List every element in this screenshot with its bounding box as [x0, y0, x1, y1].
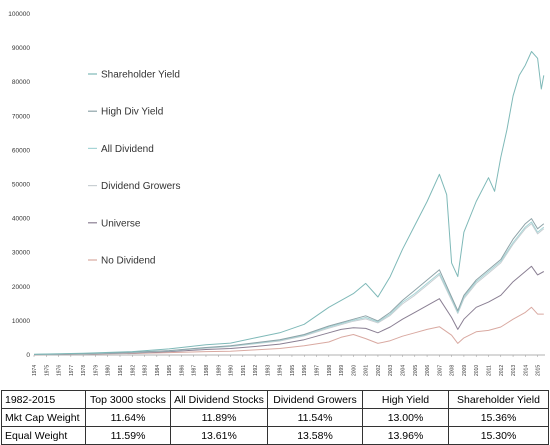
- table-header-period: 1982-2015: [1, 390, 86, 409]
- table-row: Mkt Cap Weight 11.64% 11.89% 11.54% 13.0…: [1, 408, 549, 427]
- legend-label-high-div-yield: High Div Yield: [101, 107, 163, 118]
- table-cell: 11.64%: [85, 408, 171, 427]
- y-tick-label: 10000: [12, 318, 30, 325]
- table-header-dividend-growers: Dividend Growers: [267, 390, 363, 409]
- x-tick-label: 2002: [376, 365, 382, 376]
- table-cell: 11.54%: [267, 408, 363, 427]
- x-tick-label: 1999: [339, 365, 345, 376]
- table-cell: 13.00%: [362, 408, 449, 427]
- row-label: Mkt Cap Weight: [1, 408, 86, 427]
- x-tick-label: 1990: [229, 365, 235, 376]
- table-cell: 13.61%: [170, 426, 268, 445]
- y-tick-label: 80000: [12, 79, 30, 86]
- series-line-universe: [33, 265, 545, 356]
- x-tick-label: 2012: [499, 365, 505, 376]
- line-chart: 0 10000 20000 30000 40000 50000 60000 70000 8000…: [8, 11, 545, 376]
- y-tick-label: 90000: [12, 45, 30, 52]
- x-tick-label: 2004: [401, 365, 407, 376]
- x-tick-label: 2009: [462, 365, 468, 376]
- x-tick-label: 1987: [192, 365, 198, 376]
- x-tick-label: 2010: [474, 365, 480, 376]
- x-tick-label: 1994: [278, 365, 284, 376]
- y-tick-label: 50000: [12, 182, 30, 189]
- table-cell: 15.36%: [448, 408, 549, 427]
- table-row: Equal Weight 11.59% 13.61% 13.58% 13.96%…: [1, 426, 549, 445]
- x-tick-label: 2011: [486, 365, 492, 376]
- x-tick-label: 2003: [388, 365, 394, 376]
- legend-label-no-dividend: No Dividend: [101, 256, 155, 267]
- returns-table: 1982-2015 Top 3000 stocks All Dividend S…: [1, 390, 549, 445]
- x-tick-label: 1996: [302, 365, 308, 376]
- legend-label-dividend-growers: Dividend Growers: [101, 181, 180, 192]
- legend: Shareholder Yield High Div Yield All Divid…: [88, 70, 180, 267]
- series-line-no-dividend: [33, 306, 544, 356]
- x-tick-label: 1978: [81, 365, 87, 376]
- x-tick-label: 1979: [93, 365, 99, 376]
- series-line-all-dividend: [33, 221, 545, 355]
- table-header-shareholder-yield: Shareholder Yield: [448, 390, 549, 409]
- x-tick-label: 1998: [327, 365, 333, 376]
- table-cell: 13.58%: [267, 426, 363, 445]
- y-tick-label: 40000: [12, 216, 30, 223]
- legend-label-all-dividend: All Dividend: [101, 144, 154, 155]
- y-tick-label: 30000: [12, 250, 30, 257]
- x-tick-label: 1993: [265, 365, 271, 376]
- x-tick-label: 1981: [118, 365, 124, 376]
- y-tick-label: 60000: [12, 147, 30, 154]
- x-tick-label: 1997: [315, 365, 321, 376]
- table-header-all-dividend: All Dividend Stocks: [170, 390, 268, 409]
- table-header-top-3000: Top 3000 stocks: [85, 390, 171, 409]
- table-cell: 15.30%: [448, 426, 549, 445]
- table-cell: 13.96%: [362, 426, 449, 445]
- legend-label-universe: Universe: [101, 218, 141, 229]
- x-tick-label: 2001: [364, 365, 370, 376]
- y-tick-label: 20000: [12, 284, 30, 291]
- row-label: Equal Weight: [1, 426, 86, 445]
- series-line-high-div-yield: [33, 218, 545, 355]
- x-tick-label: 1995: [290, 365, 296, 376]
- series-line-shareholder-yield: [33, 51, 545, 355]
- table-header-row: 1982-2015 Top 3000 stocks All Dividend S…: [1, 390, 549, 409]
- x-tick-label: 2006: [425, 365, 431, 376]
- x-tick-label: 2008: [450, 365, 456, 376]
- x-tick-label: 2013: [511, 365, 517, 376]
- x-tick-label: 2007: [437, 365, 443, 376]
- chart-svg: 0 10000 20000 30000 40000 50000 60000 70000 8000…: [8, 11, 545, 376]
- legend-label-shareholder-yield: Shareholder Yield: [101, 70, 180, 81]
- series-line-dividend-growers: [33, 223, 545, 355]
- y-tick-label: 70000: [12, 113, 30, 120]
- x-tick-label: 2000: [351, 365, 357, 376]
- x-tick-label: 1977: [69, 365, 75, 376]
- x-tick-label: 1976: [57, 365, 63, 376]
- x-tick-label: 1974: [32, 365, 38, 376]
- x-tick-label: 1988: [204, 365, 210, 376]
- x-tick-label: 1982: [130, 365, 136, 376]
- x-tick-label: 1980: [106, 365, 112, 376]
- table-cell: 11.89%: [170, 408, 268, 427]
- table-cell: 11.59%: [85, 426, 171, 445]
- y-axis: 0 10000 20000 30000 40000 50000 60000 70000 8000…: [8, 11, 30, 359]
- y-tick-label: 100000: [8, 11, 30, 18]
- x-axis: 1974 1975 1976 1977 1978 1979 1980 1981 1982 1983…: [32, 354, 545, 376]
- x-tick-label: 1984: [155, 365, 161, 376]
- x-tick-label: 1983: [143, 365, 149, 376]
- x-tick-label: 1992: [253, 365, 259, 376]
- x-tick-label: 1975: [44, 365, 50, 376]
- x-tick-label: 2014: [523, 365, 529, 376]
- table-header-high-yield: High Yield: [362, 390, 449, 409]
- x-tick-label: 2005: [413, 365, 419, 376]
- series-lines: [33, 51, 545, 356]
- x-tick-label: 1989: [216, 365, 222, 376]
- y-tick-label: 0: [26, 352, 30, 359]
- x-tick-label: 1985: [167, 365, 173, 376]
- x-tick-label: 1991: [241, 365, 247, 376]
- x-tick-label: 1986: [179, 365, 185, 376]
- x-tick-label: 2015: [536, 365, 542, 376]
